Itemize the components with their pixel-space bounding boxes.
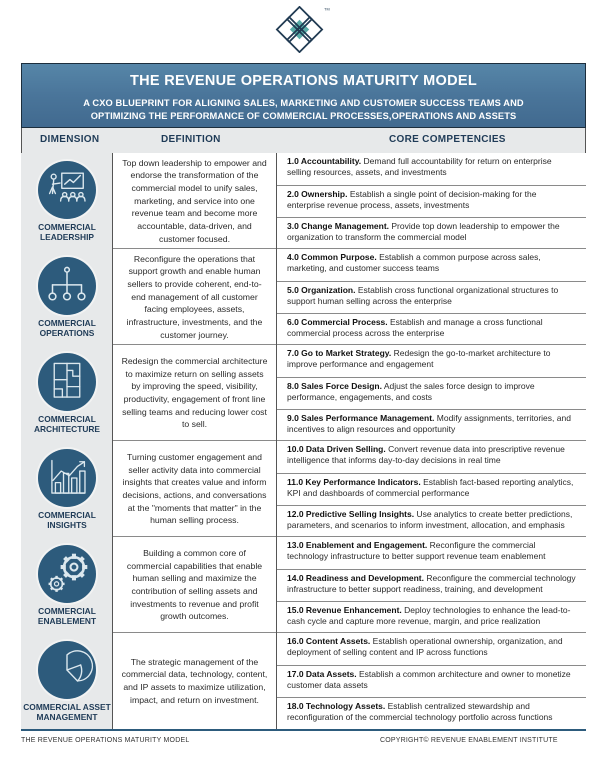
- svg-text:TM: TM: [324, 7, 329, 11]
